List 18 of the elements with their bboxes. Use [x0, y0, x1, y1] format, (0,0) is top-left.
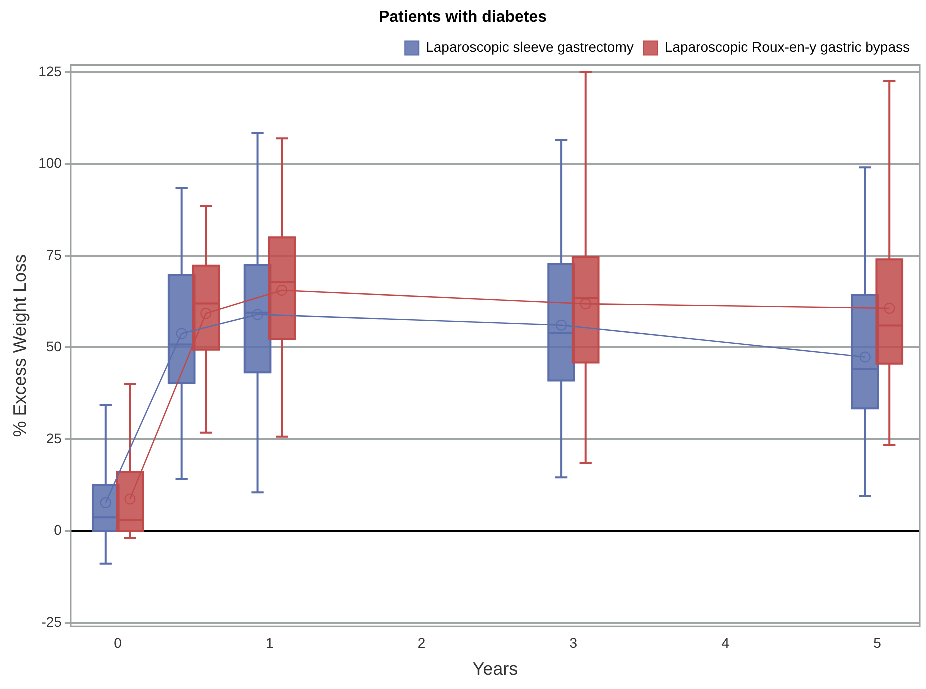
x-tick-label: 2 — [418, 634, 426, 651]
x-axis-title: Years — [472, 659, 518, 680]
y-tick-label: 75 — [46, 246, 62, 263]
legend-label: Laparoscopic Roux-en-y gastric bypass — [664, 39, 910, 56]
y-tick-label: 100 — [38, 155, 62, 172]
chart-title: Patients with diabetes — [378, 9, 548, 26]
y-tick-label: 125 — [38, 63, 62, 80]
x-tick-label: 0 — [114, 634, 122, 651]
x-tick-label: 5 — [874, 634, 882, 651]
y-tick-label: 25 — [46, 430, 62, 446]
x-tick-label: 3 — [570, 634, 578, 651]
x-tick-label: 1 — [266, 634, 274, 651]
y-axis-title: % Excess Weight Loss — [10, 254, 30, 438]
y-tick-label: 0 — [54, 522, 62, 538]
y-tick-label: 50 — [46, 338, 62, 355]
legend-label: Laparoscopic sleeve gastrectomy — [426, 39, 634, 56]
x-tick-label: 4 — [722, 634, 730, 651]
y-tick-label: -25 — [42, 614, 62, 630]
